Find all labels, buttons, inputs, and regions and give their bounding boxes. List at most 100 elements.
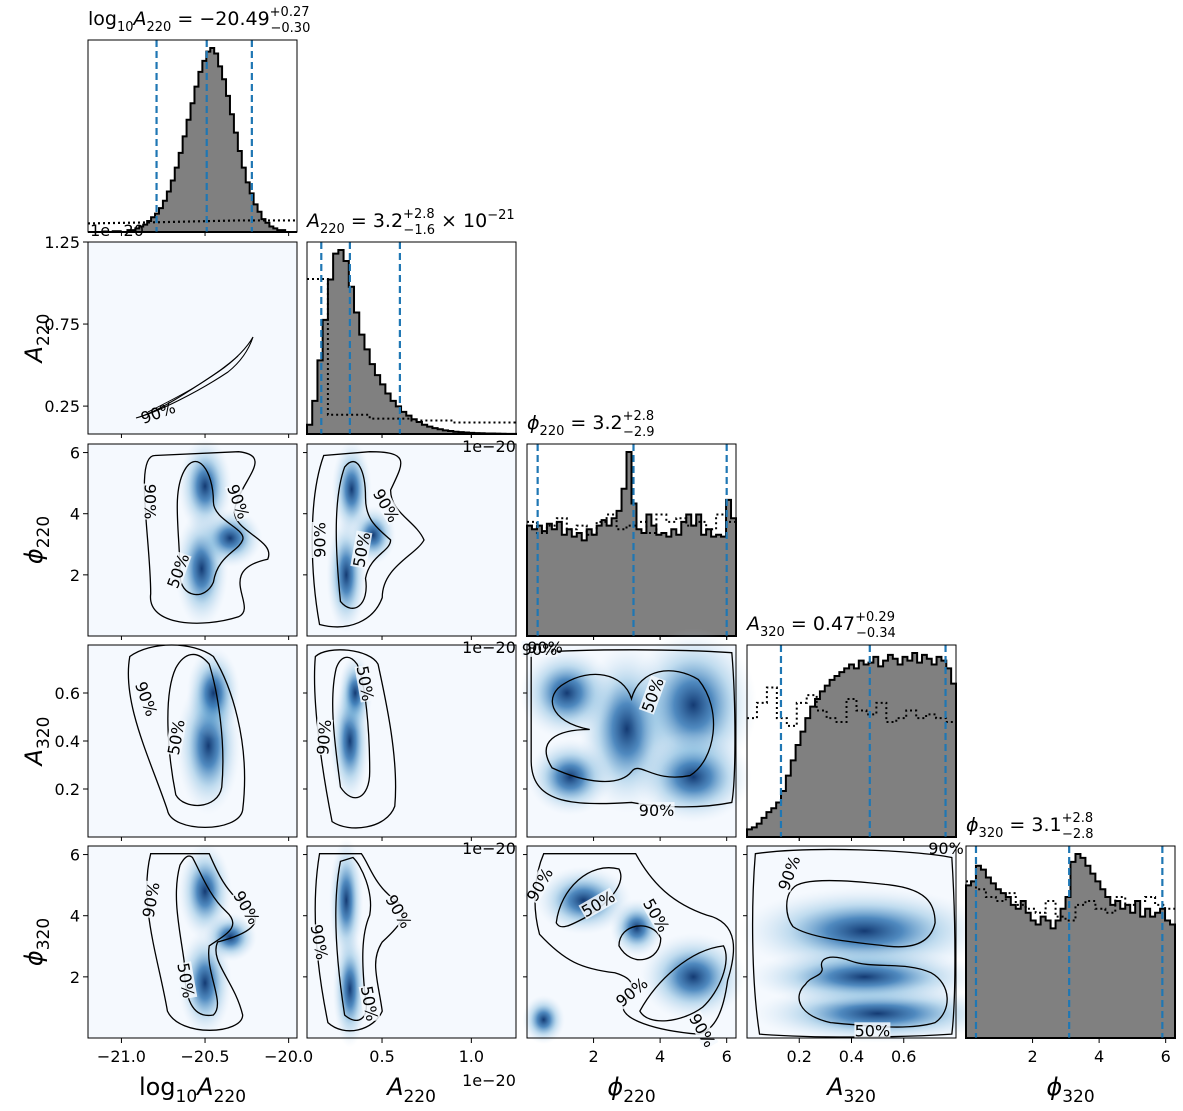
contour-50: [336, 462, 390, 609]
posterior-histogram: [306, 249, 517, 435]
title-down: −2.9: [623, 425, 655, 440]
axis-prefix: log: [139, 1073, 176, 1101]
hist-panel-A320: [746, 644, 957, 838]
panel-frame: [526, 443, 737, 637]
title-value: = 3.1: [1003, 814, 1061, 836]
offset-text: 1e−20: [462, 1071, 516, 1090]
title-main: ϕ: [966, 814, 979, 836]
title-suffix-sup: −21: [487, 208, 514, 223]
contour-label-bg: [638, 802, 675, 819]
density-blob: [640, 932, 747, 1021]
y-tick-label: 4: [70, 505, 80, 524]
contour-label-90: 90%: [311, 522, 330, 558]
title-sub: 320: [979, 826, 1004, 841]
contour-90: [135, 336, 254, 419]
posterior-histogram: [526, 451, 737, 637]
joint-panel-log10A220-A220: 90%: [87, 241, 298, 435]
title-down: −1.6: [403, 223, 435, 238]
axis-sub: 220: [34, 516, 54, 548]
panel-frame: [87, 241, 298, 435]
axis-prefix-sub: 10: [176, 1087, 198, 1107]
hist-panel-phi220: [526, 443, 737, 637]
contour-label-bg: [578, 887, 618, 920]
y-axis-label-A220: A220: [20, 314, 54, 365]
y-tick-label: 0.4: [55, 732, 80, 751]
axis-sub: 320: [34, 918, 54, 950]
y-axis-label-phi220: ϕ220: [20, 516, 54, 564]
contour-50: [176, 856, 232, 1015]
joint-panel-A220-phi220: 90%90%50%: [307, 440, 516, 636]
axis-sub: 220: [623, 1087, 655, 1107]
contour-90: [531, 650, 735, 807]
contour-50: [556, 868, 726, 1021]
contour-label-bg: [164, 718, 187, 757]
title-up: +2.8: [623, 409, 655, 424]
x-tick-label: 2: [588, 1047, 598, 1066]
contour-label-bg: [354, 664, 377, 703]
contour-label-90: 90%: [527, 638, 563, 657]
x-tick-label: −20.5: [181, 1047, 230, 1066]
contour-50: [177, 462, 243, 595]
axis-sub: 220: [403, 1087, 435, 1107]
contour-label-bg: [132, 679, 161, 719]
contour-label-50: 50%: [855, 1021, 891, 1040]
contour-label-bg: [370, 485, 403, 526]
axis-sub: 320: [34, 717, 54, 749]
title-sub: 220: [147, 20, 172, 35]
posterior-histogram: [746, 652, 957, 838]
axis-main: ϕ: [20, 548, 48, 564]
panel-frame: [526, 845, 737, 1039]
contour-label-bg: [350, 530, 373, 569]
title-value: = 0.47: [785, 613, 855, 635]
hist-panel-log10A220: [87, 39, 298, 233]
x-tick-label: 1.0: [459, 1047, 484, 1066]
axis-sub: 320: [1062, 1087, 1094, 1107]
title-up: +0.27: [270, 5, 310, 20]
axis-main: ϕ: [607, 1073, 623, 1101]
y-tick-label: 2: [70, 968, 80, 987]
title-value: = −20.49: [171, 8, 269, 30]
joint-panel-log10A220-phi220: 90% 90%50%: [88, 437, 297, 636]
posterior-histogram: [88, 47, 297, 233]
y-tick-label: 0.75: [44, 315, 80, 334]
axis-main: A: [195, 1073, 213, 1101]
y-axis-label-A320: A320: [20, 717, 54, 768]
density-blob: [527, 738, 613, 816]
axis-main: A: [20, 749, 48, 767]
title-sub: 220: [320, 222, 345, 237]
hist-title-A220: A220 = 3.2+2.8 −1.6 × 10−21: [305, 207, 515, 238]
contour-label-90: 90%: [928, 839, 964, 858]
joint-panel-A220-A320: 90%50%: [307, 645, 516, 837]
title-down: −2.8: [1062, 827, 1094, 842]
title-main: ϕ: [527, 412, 540, 434]
joint-panel-phi220-A320: 90%90%50%: [519, 628, 757, 837]
contour-90: [128, 645, 244, 827]
axis-main: A: [385, 1073, 403, 1101]
hist-title-log10A220: log10A220 = −20.49+0.27 −0.30: [88, 5, 310, 36]
axis-main: A: [825, 1073, 843, 1101]
x-axis-label-phi320: ϕ320: [1046, 1073, 1094, 1107]
joint-panel-log10A220-A320: 90%50%: [88, 645, 297, 837]
y-tick-label: 0.25: [44, 397, 80, 416]
title-suffix: × 10: [435, 210, 487, 232]
y-axis-label-phi320: ϕ320: [20, 918, 54, 966]
axis-sub: 220: [214, 1087, 246, 1107]
contour-label-bg: [175, 961, 198, 1000]
panel-frame: [306, 241, 517, 435]
title-down: −0.30: [271, 21, 311, 36]
contour-label-bg: [640, 895, 673, 935]
hist-title-phi220: ϕ220 = 3.2+2.8 −2.9: [527, 409, 655, 440]
contour-50: [333, 657, 370, 798]
contour-label-bg: [523, 864, 556, 904]
contour-label-bg: [775, 853, 803, 893]
contour-label-bg: [358, 984, 381, 1023]
x-tick-label: 2: [1027, 1047, 1037, 1066]
x-tick-label: 6: [722, 1047, 732, 1066]
offset-text: 1e−20: [90, 221, 144, 240]
hist-panel-A220: [306, 241, 517, 435]
contour-50: [787, 881, 947, 1028]
panel-background: [88, 242, 297, 434]
contour-50: [147, 355, 239, 413]
axis-main: ϕ: [20, 950, 48, 966]
axis-main: A: [20, 346, 48, 364]
